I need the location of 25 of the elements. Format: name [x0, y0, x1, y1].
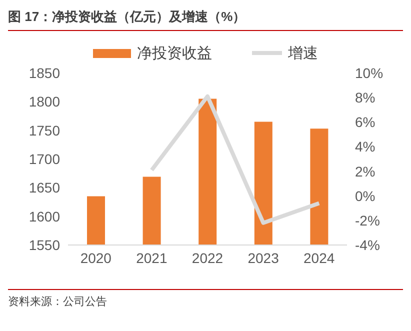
y2-tick-label: -4%	[355, 236, 380, 253]
y2-tick-label: 6%	[355, 114, 376, 130]
y-tick-label: 1750	[28, 122, 60, 138]
x-tick-label: 2023	[248, 250, 280, 266]
y-tick-label: 1850	[28, 64, 60, 81]
y2-tick-label: 10%	[355, 64, 384, 81]
chart-title: 图 17：净投资收益（亿元）及增速（%）	[8, 8, 403, 31]
y2-tick-label: 4%	[355, 138, 376, 155]
legend-label: 净投资收益	[136, 44, 212, 62]
x-tick-label: 2024	[304, 250, 335, 266]
y-tick-label: 1700	[28, 150, 60, 167]
y2-tick-label: -2%	[355, 212, 380, 228]
line-series	[150, 94, 322, 225]
x-tick-label: 2022	[192, 250, 224, 266]
x-tick-label: 2021	[136, 250, 168, 266]
x-tick-label: 2020	[80, 250, 112, 266]
y-tick-label: 1600	[28, 208, 60, 224]
y2-tick-label: 8%	[355, 90, 376, 106]
y-tick-label: 1650	[28, 180, 60, 196]
y2-tick-label: 2%	[355, 163, 376, 180]
y-tick-label: 1550	[28, 236, 60, 253]
legend-label: 增速	[287, 44, 318, 62]
y-tick-label: 1800	[28, 94, 60, 110]
text: 资料来源：公司公告	[8, 294, 108, 309]
y2-tick-label: 0%	[355, 188, 376, 204]
